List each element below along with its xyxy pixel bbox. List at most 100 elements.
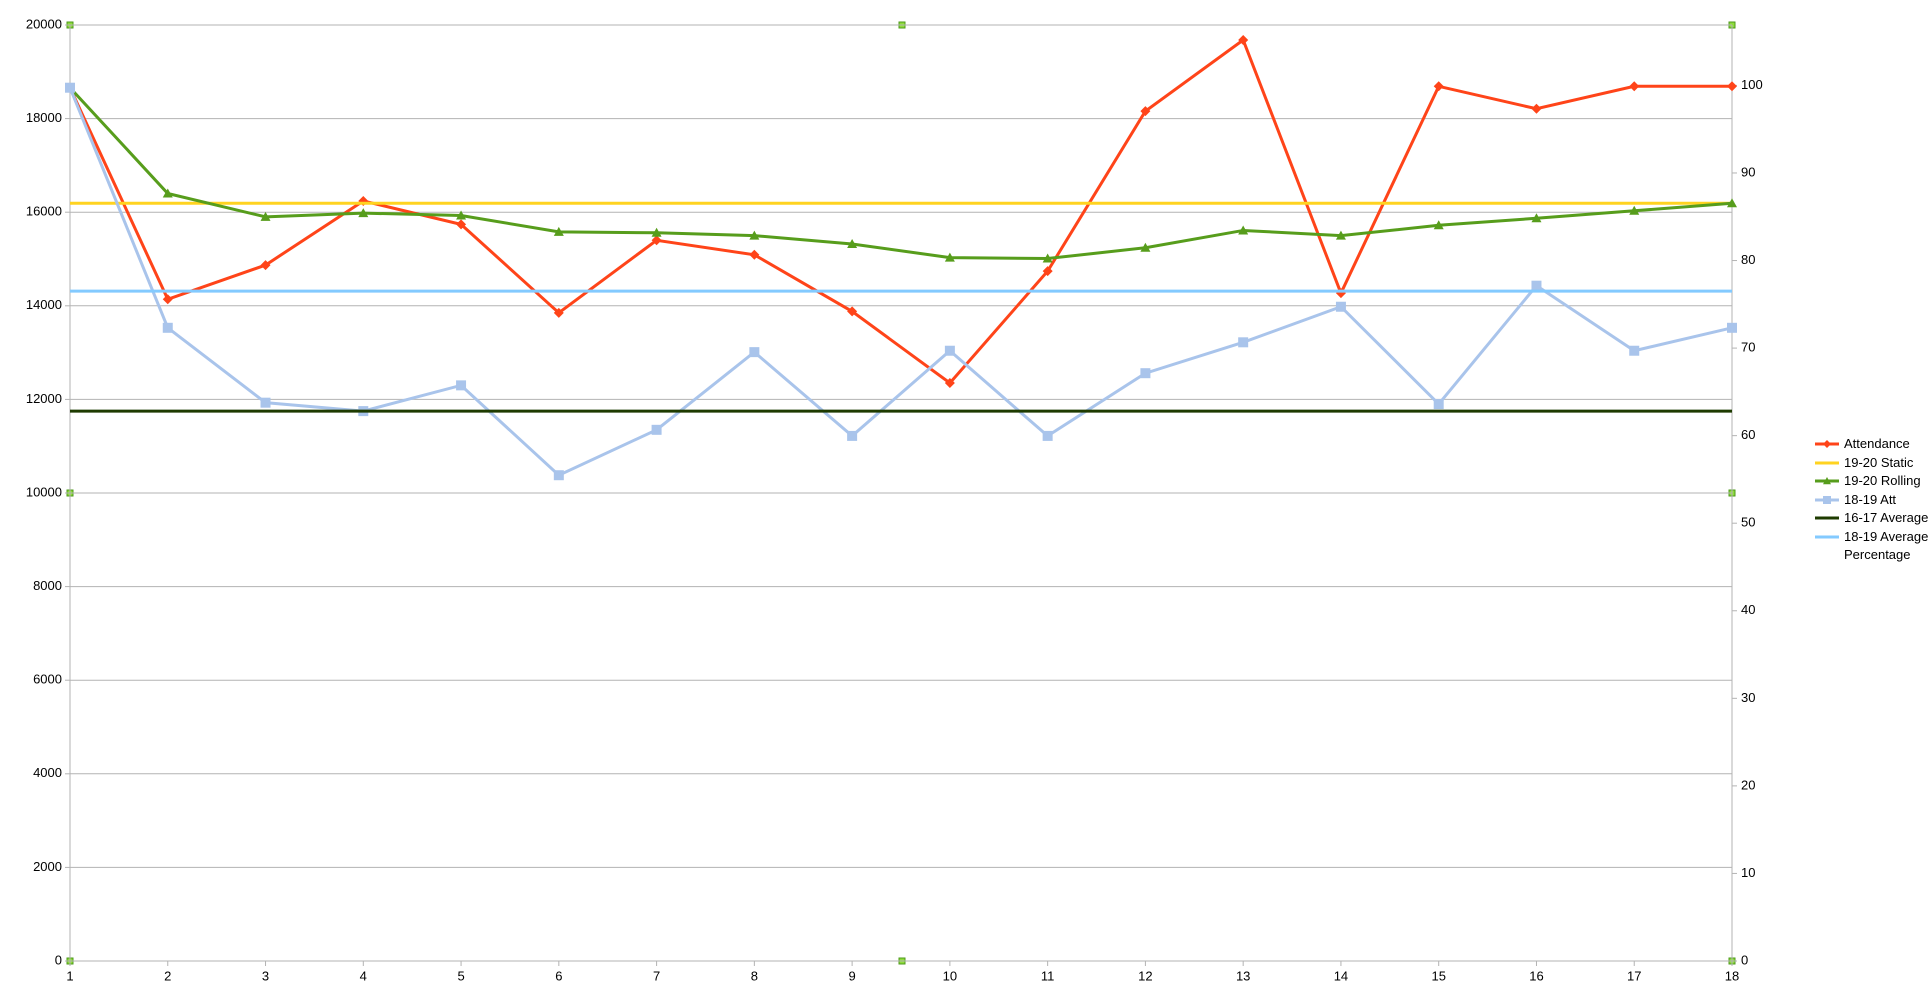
x-tick-label: 6 xyxy=(555,968,562,983)
data-point xyxy=(1531,213,1542,223)
data-point xyxy=(65,82,75,93)
data-point xyxy=(1335,301,1346,312)
series-line xyxy=(68,86,1733,261)
legend-item: Attendance xyxy=(1814,435,1929,454)
y-tick-label: 12000 xyxy=(26,391,62,406)
x-tick-label: 1 xyxy=(66,968,73,983)
data-point xyxy=(162,322,173,333)
x-tick-label: 8 xyxy=(751,968,758,983)
data-point xyxy=(944,345,955,356)
legend-item: 19-20 Static xyxy=(1814,454,1929,473)
y-tick-label: 8000 xyxy=(33,578,62,593)
y-tick-label: 14000 xyxy=(26,297,62,312)
legend-marker xyxy=(1823,495,1831,504)
legend-item: 18-19 Att xyxy=(1814,491,1929,510)
x-tick-label: 3 xyxy=(262,968,269,983)
x-tick-label: 15 xyxy=(1431,968,1445,983)
data-point xyxy=(847,239,858,249)
data-point xyxy=(260,211,271,221)
legend-swatch xyxy=(1815,440,1839,448)
legend-swatch xyxy=(1815,535,1839,538)
y-tick-label: 6000 xyxy=(33,672,62,687)
legend-label: Attendance xyxy=(1844,436,1910,451)
x-tick-label: 14 xyxy=(1334,968,1348,983)
y2-tick-label: 20 xyxy=(1741,777,1755,792)
data-point xyxy=(651,227,662,237)
x-tick-label: 5 xyxy=(457,968,464,983)
data-point xyxy=(553,226,564,236)
data-point xyxy=(1629,345,1640,356)
data-point xyxy=(358,208,369,218)
data-point xyxy=(749,347,760,358)
data-point xyxy=(1433,399,1444,410)
data-point xyxy=(1238,225,1249,235)
y2-tick-label: 30 xyxy=(1741,690,1755,705)
data-point xyxy=(1433,220,1444,230)
legend-marker xyxy=(1823,477,1831,485)
legend-label: 18-19 Average Percentage xyxy=(1844,528,1929,563)
data-point xyxy=(1042,430,1053,441)
series-line xyxy=(68,37,1732,386)
data-point xyxy=(1335,230,1346,240)
legend-item: 18-19 Average Percentage xyxy=(1814,528,1929,565)
legend-swatch xyxy=(1815,516,1839,520)
y2-tick-label: 40 xyxy=(1741,602,1755,617)
data-point xyxy=(1629,205,1640,215)
x-tick-label: 9 xyxy=(849,968,856,983)
x-tick-label: 12 xyxy=(1138,968,1152,983)
data-point xyxy=(1727,198,1737,208)
series-line xyxy=(68,87,1733,477)
legend: Attendance 19-20 Static 19-20 Rolling 18-19… xyxy=(1814,435,1929,565)
data-point xyxy=(162,188,173,198)
y2-tick-label: 90 xyxy=(1741,164,1755,179)
data-point xyxy=(456,380,467,391)
data-point xyxy=(1042,266,1053,277)
x-tick-label: 18 xyxy=(1725,968,1739,983)
data-point xyxy=(1727,322,1737,333)
x-tick-label: 7 xyxy=(653,968,660,983)
data-point xyxy=(1042,253,1053,263)
data-point xyxy=(1531,280,1542,291)
legend-swatch xyxy=(1815,495,1839,504)
y-tick-label: 20000 xyxy=(26,16,62,31)
data-point xyxy=(260,397,271,408)
x-tick-label: 13 xyxy=(1236,968,1250,983)
data-point xyxy=(1433,81,1444,92)
y-tick-label: 16000 xyxy=(26,204,62,219)
grid xyxy=(70,24,1732,962)
data-point xyxy=(651,424,662,435)
y-tick-label: 4000 xyxy=(33,765,62,780)
data-point xyxy=(162,294,173,305)
data-point xyxy=(1335,288,1346,299)
data-point xyxy=(1140,106,1151,117)
y2-tick-label: 50 xyxy=(1741,515,1755,530)
x-tick-label: 16 xyxy=(1529,968,1543,983)
y-tick-label: 2000 xyxy=(33,859,62,874)
legend-marker xyxy=(1823,440,1831,448)
data-point xyxy=(944,378,955,389)
legend-item: 16-17 Average xyxy=(1814,509,1929,528)
data-point xyxy=(847,306,858,317)
x-tick-label: 10 xyxy=(943,968,957,983)
data-point xyxy=(1727,81,1737,92)
data-point xyxy=(847,430,858,441)
data-point xyxy=(456,219,467,230)
x-tick-label: 11 xyxy=(1041,968,1055,983)
data-point xyxy=(1629,81,1640,92)
data-point xyxy=(944,252,955,262)
y2-tick-label: 80 xyxy=(1741,252,1755,267)
y-tick-label: 0 xyxy=(55,952,62,967)
data-point xyxy=(1238,337,1249,348)
data-point xyxy=(1140,242,1151,252)
data-point xyxy=(1140,368,1151,379)
legend-label: 16-17 Average xyxy=(1844,510,1929,525)
data-point xyxy=(456,210,467,220)
legend-label: 19-20 Rolling xyxy=(1844,473,1921,488)
y2-tick-label: 0 xyxy=(1741,952,1748,967)
legend-item: 19-20 Rolling xyxy=(1814,472,1929,491)
y2-tick-label: 70 xyxy=(1741,340,1755,355)
data-point xyxy=(553,307,564,318)
x-tick-label: 4 xyxy=(360,968,367,983)
y-tick-label: 18000 xyxy=(26,110,62,125)
